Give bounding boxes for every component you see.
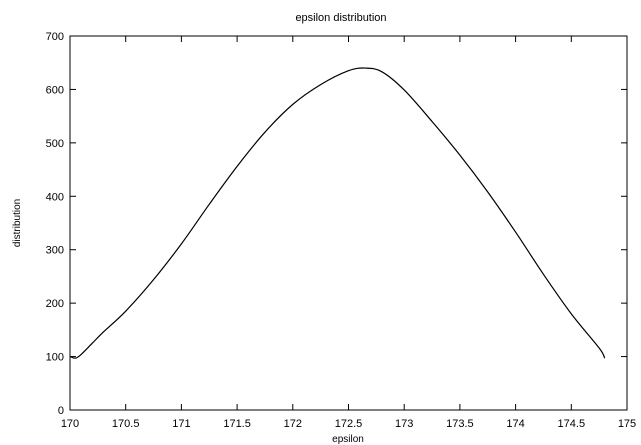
x-tick-label: 173 [395, 418, 413, 430]
y-tick-label: 100 [46, 352, 64, 364]
x-tick-label: 175 [618, 418, 636, 430]
x-tick-label: 174 [506, 418, 524, 430]
y-tick-label: 600 [46, 84, 64, 96]
y-tick-label: 0 [58, 405, 64, 417]
x-tick-label: 170.5 [112, 418, 140, 430]
y-tick-label: 300 [46, 245, 64, 257]
y-tick-label: 500 [46, 138, 64, 150]
plot-area-frame [69, 35, 628, 411]
x-axis-label: epsilon [332, 434, 364, 445]
x-tick-label: 173.5 [446, 418, 474, 430]
x-tick-label: 171 [172, 418, 190, 430]
y-axis-label: distribution [12, 199, 23, 247]
x-tick-label: 172 [284, 418, 302, 430]
x-tick-label: 170 [61, 418, 79, 430]
y-tick-label: 700 [46, 31, 64, 43]
x-axis: 170 170.5 171 171.5 172 172.5 173 173.5 174 174.5… [61, 36, 636, 430]
x-tick-label: 174.5 [558, 418, 586, 430]
series-layer [69, 67, 606, 359]
y-tick-label: 200 [46, 298, 64, 310]
chart-title: epsilon distribution [295, 12, 386, 24]
x-tick-label: 171.5 [223, 418, 251, 430]
series-line [69, 67, 606, 359]
y-axis: 0 100 200 300 400 500 600 700 [46, 31, 627, 417]
y-tick-label: 400 [46, 191, 64, 203]
x-tick-label: 172.5 [335, 418, 363, 430]
